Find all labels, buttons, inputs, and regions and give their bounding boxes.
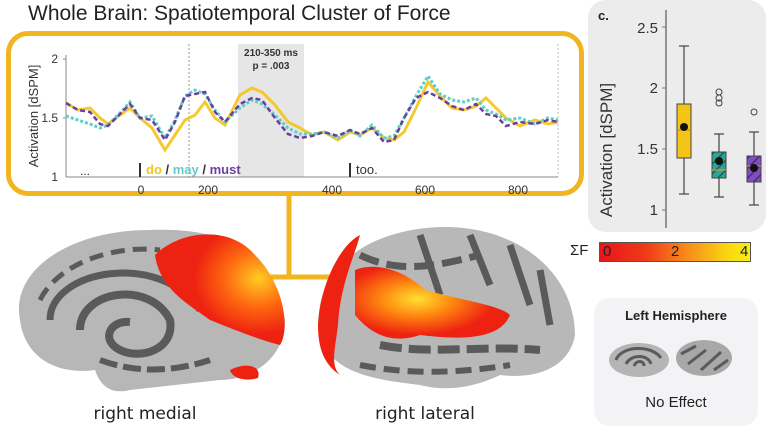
y-tick-2: 2	[51, 52, 58, 66]
x-tick-400: 400	[322, 183, 342, 197]
label-right-medial: right medial	[93, 404, 197, 424]
preceding-ellipsis: ...	[80, 164, 90, 178]
x-tick-800: 800	[508, 183, 528, 197]
brain-right-medial	[18, 229, 286, 392]
box-y-tick-2-5: 2.5	[637, 20, 658, 37]
panel-c-label: c.	[598, 8, 609, 23]
left-hemisphere-title: Left Hemisphere	[625, 308, 727, 323]
boxplot-chart: c. Activation [dSPM] 2.5 2 1.5 1	[597, 8, 762, 228]
x-tick-600: 600	[415, 183, 435, 197]
activation-cluster-medial	[155, 234, 285, 345]
window-label: 210-350 ms	[244, 48, 298, 59]
y-tick-1-5: 1.5	[41, 111, 58, 125]
colorbar-tick-0: 0	[603, 243, 612, 260]
legend-do: do	[146, 162, 162, 177]
figure-title: Whole Brain: Spatiotemporal Cluster of F…	[28, 2, 451, 25]
colorbar	[599, 242, 751, 262]
series-may	[65, 73, 559, 142]
series-must	[65, 90, 559, 144]
left-hemisphere-panel: Left Hemisphere No Effect	[594, 298, 758, 426]
y-tick-1: 1	[51, 170, 58, 184]
left-hemisphere-result: No Effect	[645, 394, 707, 411]
colorbar-label: ΣF	[570, 242, 589, 259]
label-right-lateral: right lateral	[375, 404, 475, 424]
y-axis-label: Activation [dSPM]	[26, 65, 41, 168]
box-do	[676, 45, 692, 195]
legend-do-may-must: do / may / must	[146, 162, 241, 177]
box-must	[746, 108, 762, 206]
box-y-tick-1-5: 1.5	[637, 141, 658, 158]
colorbar-tick-2: 2	[671, 243, 680, 260]
brain-right-lateral	[318, 226, 575, 389]
series-do	[65, 79, 559, 153]
box-may	[711, 88, 727, 198]
legend-may: may	[173, 162, 200, 177]
box-y-tick-2: 2	[650, 80, 658, 97]
boxplot-y-label: Activation [dSPM]	[597, 83, 616, 217]
x-tick-200: 200	[198, 183, 218, 197]
timeseries-plot: 1 1.5 2 Activation [dSPM] 0 200 400 600 …	[26, 44, 559, 197]
p-value-label: p = .003	[253, 61, 290, 72]
too-label: too.	[356, 162, 378, 177]
colorbar-tick-4: 4	[740, 243, 749, 260]
box-y-tick-1: 1	[650, 202, 658, 219]
activation-cluster-lateral	[355, 266, 510, 339]
x-tick-0: 0	[138, 183, 145, 197]
left-hemisphere-brains	[609, 340, 732, 377]
legend-must: must	[210, 162, 242, 177]
